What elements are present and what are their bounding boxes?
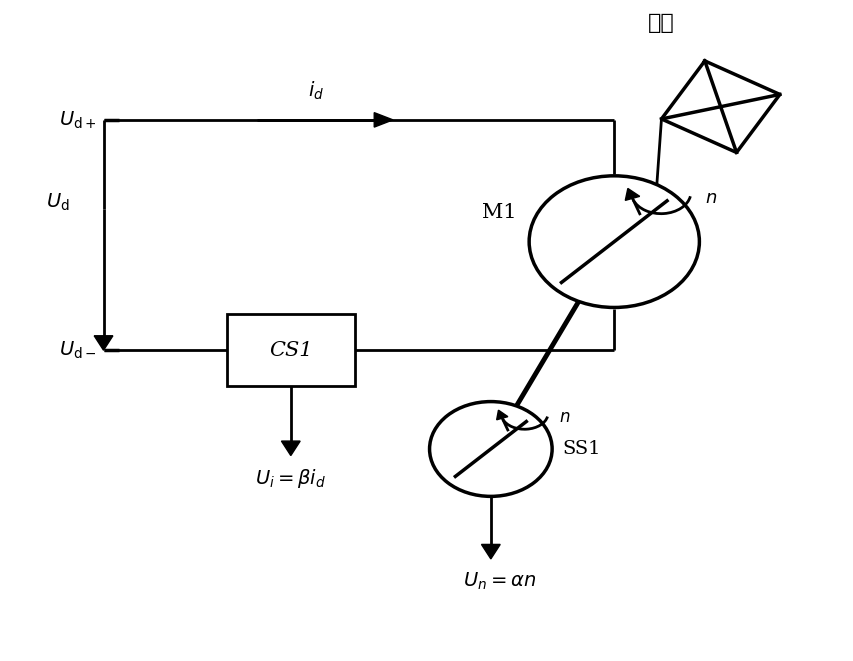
Text: SS1: SS1 — [561, 440, 601, 458]
Text: $U_{\rm d-}$: $U_{\rm d-}$ — [59, 340, 96, 361]
Polygon shape — [481, 545, 500, 559]
Text: M1: M1 — [481, 202, 516, 221]
Polygon shape — [281, 441, 299, 455]
Text: $n$: $n$ — [558, 409, 569, 426]
Bar — [227, 314, 354, 387]
Text: $i_d$: $i_d$ — [308, 80, 324, 102]
Polygon shape — [374, 112, 392, 127]
Text: $U_i = \beta i_d$: $U_i = \beta i_d$ — [255, 467, 326, 490]
Polygon shape — [624, 188, 639, 200]
Polygon shape — [94, 336, 113, 350]
Text: $U_{\rm d+}$: $U_{\rm d+}$ — [59, 109, 96, 130]
Polygon shape — [496, 410, 508, 420]
Text: $U_n = \alpha n$: $U_n = \alpha n$ — [462, 570, 536, 592]
Text: $U_{\rm d}$: $U_{\rm d}$ — [46, 192, 69, 213]
Text: 负载: 负载 — [647, 13, 674, 33]
Text: CS1: CS1 — [269, 341, 312, 360]
Text: $n$: $n$ — [705, 188, 717, 206]
